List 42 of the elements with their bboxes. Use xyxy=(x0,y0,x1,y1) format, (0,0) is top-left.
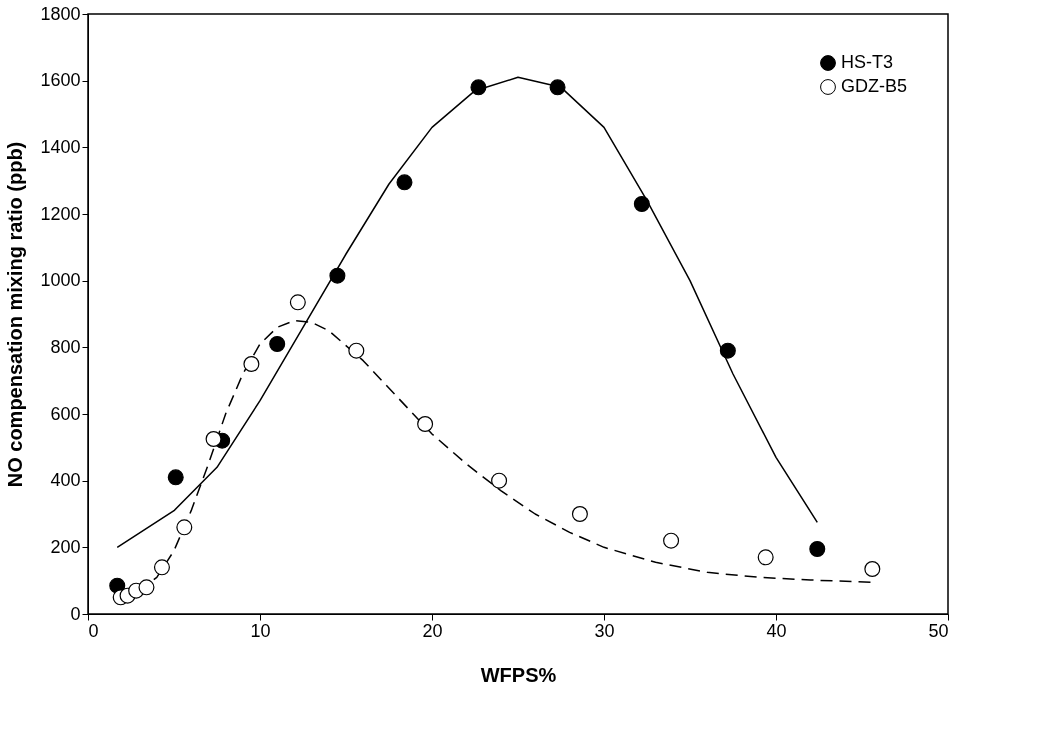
y-tick-label: 600 xyxy=(50,403,81,424)
x-tick-label: 30 xyxy=(594,620,615,641)
y-tick-label: 0 xyxy=(70,603,81,624)
legend-label: HS-T3 xyxy=(841,52,894,72)
y-tick-label: 1800 xyxy=(40,3,81,24)
point xyxy=(571,506,588,522)
y-tick-label: 1400 xyxy=(40,136,81,157)
point xyxy=(243,356,260,372)
point xyxy=(663,532,680,549)
y-tick-label: 200 xyxy=(50,536,81,557)
point xyxy=(633,196,650,212)
point xyxy=(329,267,346,284)
x-tick-label: 40 xyxy=(766,620,787,641)
y-tick-label: 800 xyxy=(50,336,81,357)
x-tick-label: 0 xyxy=(88,620,99,641)
y-tick-label: 1200 xyxy=(40,203,81,224)
point xyxy=(719,342,736,359)
x-tick-label: 20 xyxy=(422,620,443,641)
x-axis-title: WFPS% xyxy=(480,663,557,686)
point xyxy=(348,342,365,359)
point xyxy=(176,519,193,536)
point xyxy=(153,559,170,576)
x-tick-label: 10 xyxy=(250,620,271,641)
point xyxy=(396,174,413,191)
point xyxy=(205,431,222,447)
y-tick-label: 1000 xyxy=(40,270,81,291)
y-tick-label: 1600 xyxy=(40,70,81,91)
point xyxy=(809,541,826,557)
point xyxy=(470,79,487,96)
point xyxy=(549,79,566,96)
point xyxy=(269,336,286,352)
point xyxy=(491,472,508,489)
point xyxy=(167,469,184,486)
x-tick-label: 50 xyxy=(928,620,949,641)
legend-label: GDZ-B5 xyxy=(841,76,908,96)
y-tick-label: 400 xyxy=(50,470,81,491)
y-axis-title: NO compensation mixing ratio (ppb) xyxy=(4,141,27,488)
point xyxy=(757,549,774,566)
point xyxy=(864,561,881,577)
point xyxy=(289,294,306,311)
point xyxy=(138,579,155,596)
point xyxy=(417,416,434,432)
